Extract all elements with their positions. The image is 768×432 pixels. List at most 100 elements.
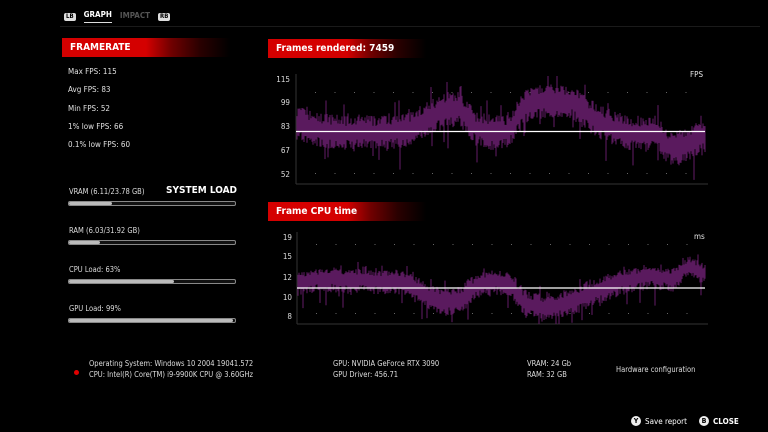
- save-report-button[interactable]: Y Save report: [631, 416, 687, 426]
- grid-dot: [451, 92, 453, 93]
- cpu-load-label: CPU Load: 63%: [69, 265, 121, 274]
- grid-dot: [412, 173, 414, 174]
- grid-dot: [666, 173, 667, 174]
- grid-dot: [451, 173, 453, 174]
- vram-label: VRAM (6.11/23.78 GB): [69, 187, 145, 196]
- grid-dot: [646, 173, 648, 174]
- tab-impact[interactable]: IMPACT: [119, 10, 151, 20]
- grid-dot: [355, 244, 356, 245]
- ram-info: RAM: 32 GB: [527, 370, 567, 379]
- cpu-load-bar-fill: [69, 280, 174, 283]
- fps-ytick: 67: [280, 146, 290, 155]
- grid-dot: [373, 92, 375, 93]
- system-info: Operating System: Windows 10 2004 19041.…: [89, 358, 253, 380]
- gpu-info-block: GPU: NVIDIA GeForce RTX 3090 GPU Driver:…: [333, 358, 439, 380]
- grid-dot: [354, 173, 355, 174]
- grid-dot: [549, 173, 550, 174]
- grid-dot: [510, 173, 511, 174]
- grid-dot: [628, 244, 629, 245]
- grid-dot: [550, 244, 551, 245]
- grid-dot: [608, 313, 610, 314]
- grid-dot: [334, 92, 336, 93]
- grid-dot: [646, 92, 648, 93]
- cpu-ytick: 12: [282, 273, 292, 282]
- gpu-load-bar: [68, 318, 236, 323]
- grid-dot: [433, 313, 434, 314]
- grid-dot: [628, 313, 629, 314]
- grid-dot: [686, 244, 688, 245]
- system-load-title: SYSTEM LOAD: [166, 185, 238, 196]
- grid-dot: [588, 92, 589, 93]
- divider: [60, 26, 760, 27]
- grid-dot: [511, 313, 512, 314]
- grid-dot: [432, 92, 433, 93]
- grid-dot: [334, 173, 336, 174]
- cpu-ytick: 15: [282, 252, 292, 261]
- grid-dot: [315, 173, 316, 174]
- grid-dot: [568, 92, 570, 93]
- close-button[interactable]: B CLOSE: [699, 416, 739, 426]
- fps-ytick: 99: [280, 98, 290, 107]
- grid-dot: [491, 244, 493, 245]
- grid-dot: [374, 244, 376, 245]
- grid-dot: [529, 92, 531, 93]
- grid-dot: [412, 92, 414, 93]
- cpu-ytick: 19: [282, 233, 292, 242]
- grid-dot: [413, 313, 415, 314]
- gpu-load-bar-fill: [69, 319, 234, 322]
- grid-dot: [510, 92, 511, 93]
- grid-dot: [471, 92, 472, 93]
- grid-dot: [335, 313, 337, 314]
- grid-dot: [627, 92, 628, 93]
- tab-bar: LB GRAPH IMPACT RB: [64, 10, 171, 23]
- grid-dot: [394, 244, 395, 245]
- lb-button[interactable]: LB: [64, 12, 76, 21]
- cpu-ytick: 8: [287, 312, 292, 321]
- framerate-header: FRAMERATE: [62, 38, 230, 57]
- grid-dot: [452, 244, 454, 245]
- grid-dot: [354, 92, 355, 93]
- ram-bar: [68, 240, 236, 245]
- grid-dot: [491, 313, 493, 314]
- frames-rendered-title: Frames rendered: 7459: [276, 43, 395, 54]
- grid-dot: [647, 244, 649, 245]
- grid-dot: [627, 173, 628, 174]
- grid-dot: [530, 244, 532, 245]
- gpu-info: GPU: NVIDIA GeForce RTX 3090: [333, 359, 440, 368]
- status-indicator-dot: [74, 370, 79, 375]
- memory-info-block: VRAM: 24 Gb RAM: 32 GB: [527, 358, 571, 380]
- grid-dot: [685, 92, 687, 93]
- fps-unit-label: FPS: [690, 70, 704, 79]
- hardware-config-title: Hardware configuration: [616, 365, 696, 374]
- grid-dot: [589, 313, 590, 314]
- b-button-icon: B: [699, 416, 709, 426]
- grid-dot: [316, 244, 317, 245]
- grid-dot: [316, 313, 317, 314]
- vram-info: VRAM: 24 Gb: [527, 359, 572, 368]
- frame-cpu-time-header: Frame CPU time: [268, 202, 426, 221]
- grid-dot: [393, 92, 394, 93]
- grid-dot: [569, 313, 571, 314]
- grid-dot: [373, 173, 375, 174]
- grid-dot: [569, 244, 571, 245]
- rb-button[interactable]: RB: [158, 12, 171, 21]
- grid-dot: [529, 173, 531, 174]
- grid-dot: [686, 313, 688, 314]
- grid-dot: [490, 92, 492, 93]
- fps-ytick: 115: [276, 75, 290, 84]
- stat-avg-fps: Avg FPS: 83: [68, 85, 111, 94]
- vram-bar-fill: [69, 202, 112, 205]
- grid-dot: [433, 244, 434, 245]
- os-info: Operating System: Windows 10 2004 19041.…: [89, 359, 254, 368]
- tab-graph[interactable]: GRAPH: [83, 10, 112, 23]
- gpu-driver-info: GPU Driver: 456.71: [333, 370, 399, 379]
- save-report-label: Save report: [645, 416, 687, 426]
- grid-dot: [647, 313, 649, 314]
- grid-dot: [666, 92, 667, 93]
- stat-01pct-low: 0.1% low FPS: 60: [68, 140, 131, 149]
- grid-dot: [607, 92, 609, 93]
- frames-rendered-header: Frames rendered: 7459: [268, 39, 426, 58]
- grid-dot: [432, 173, 433, 174]
- stat-max-fps: Max FPS: 115: [68, 67, 117, 76]
